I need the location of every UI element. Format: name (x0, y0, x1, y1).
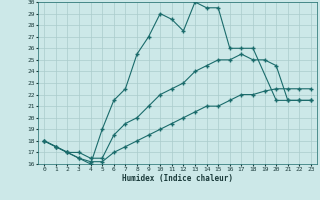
X-axis label: Humidex (Indice chaleur): Humidex (Indice chaleur) (122, 174, 233, 183)
